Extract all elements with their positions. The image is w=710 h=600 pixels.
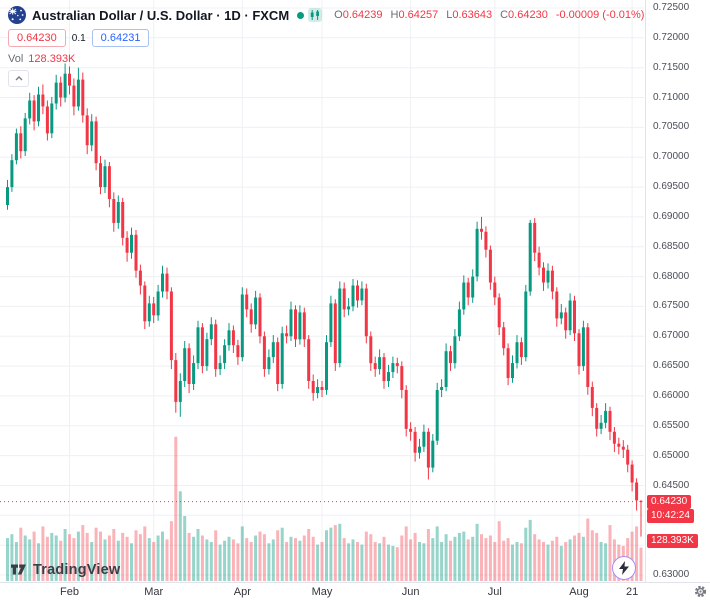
lightning-bolt-icon xyxy=(619,561,629,575)
symbol-legend: Australian Dollar / U.S. Dollar · 1D · F… xyxy=(8,6,644,24)
australia-flag-icon xyxy=(8,6,26,24)
price-axis[interactable]: 0.72500 0.72000 0.71500 0.71000 0.70500 0.700… xyxy=(646,0,710,582)
price-axis-label: 0.65500 xyxy=(653,419,690,431)
low-value: 0.63643 xyxy=(452,9,493,21)
price-axis-label: 0.67500 xyxy=(653,300,690,312)
volume-tag: 128.393K xyxy=(647,533,698,548)
price-axis-label: 0.70500 xyxy=(653,121,690,133)
time-axis-label: Aug xyxy=(569,586,589,598)
price-axis-label: 0.70000 xyxy=(653,151,690,163)
price-axis-label: 0.64500 xyxy=(653,479,690,491)
close-label: C xyxy=(500,9,509,21)
last-price-tag: 0.64230 xyxy=(647,494,692,509)
tradingview-mark-icon xyxy=(11,564,26,575)
axis-separator-horizontal xyxy=(0,582,710,583)
price-axis-label: 0.66000 xyxy=(653,389,690,401)
sell-bid-button[interactable]: 0.64230 xyxy=(8,29,66,47)
tradingview-logo-text: TradingView xyxy=(33,561,121,578)
volume-label: Vol xyxy=(8,53,24,65)
price-axis-label: 0.69000 xyxy=(653,210,690,222)
axis-separator-vertical xyxy=(645,0,646,583)
time-axis-label: Jun xyxy=(401,586,420,598)
legend-collapse-button[interactable] xyxy=(8,70,29,87)
open-label: O xyxy=(334,9,343,21)
low-label: L xyxy=(446,9,453,21)
price-axis-label: 0.71500 xyxy=(653,61,690,73)
time-axis-label: Jul xyxy=(487,586,502,598)
price-axis-label: 0.63000 xyxy=(653,569,690,580)
ohlc-readout: O0.64239 H0.64257 L0.63643 C0.64230 -0.0… xyxy=(334,9,644,21)
price-axis-label: 0.67000 xyxy=(653,330,690,342)
high-label: H xyxy=(390,9,399,21)
price-axis-label: 0.66500 xyxy=(653,360,690,372)
volume-value: 128.393K xyxy=(28,53,76,65)
price-axis-label: 0.72500 xyxy=(653,2,690,13)
price-axis-label: 0.68500 xyxy=(653,240,690,252)
time-axis[interactable]: Feb Mar Apr May Jun Jul Aug 21 xyxy=(0,583,645,600)
time-axis-label: Feb xyxy=(60,586,79,598)
bar-countdown-tag: 10:42:24 xyxy=(647,508,694,523)
lightning-button[interactable] xyxy=(612,556,636,580)
price-axis-label: 0.69500 xyxy=(653,181,690,193)
time-axis-label: Mar xyxy=(144,586,164,598)
time-axis-label: May xyxy=(311,586,333,598)
high-value: 0.64257 xyxy=(398,9,439,21)
buy-ask-button[interactable]: 0.64231 xyxy=(91,29,150,47)
tradingview-logo[interactable]: TradingView xyxy=(10,561,120,578)
chevron-up-icon xyxy=(15,76,22,81)
close-value: 0.64230 xyxy=(508,9,548,21)
spread-value: 0.1 xyxy=(71,32,86,44)
price-axis-label: 0.68000 xyxy=(653,270,690,282)
candles-style-icon[interactable] xyxy=(308,8,323,22)
price-axis-label: 0.72000 xyxy=(653,31,690,43)
volume-legend: Vol 128.393K xyxy=(8,53,75,65)
market-status-dot-icon xyxy=(297,11,305,19)
symbol-title[interactable]: Australian Dollar / U.S. Dollar · 1D · F… xyxy=(32,7,290,23)
time-axis-label: 21 xyxy=(625,586,639,598)
candlestick-chart[interactable] xyxy=(0,0,645,583)
time-axis-label: Apr xyxy=(233,586,251,598)
gear-icon xyxy=(694,585,707,598)
price-axis-label: 0.65000 xyxy=(653,449,690,461)
open-value: 0.64239 xyxy=(342,9,383,21)
price-axis-label: 0.71000 xyxy=(653,91,690,103)
settings-button[interactable] xyxy=(694,585,707,598)
bid-ask-widget: 0.64230 0.1 0.64231 xyxy=(8,29,150,47)
change-value: -0.00009 (-0.01%) xyxy=(555,9,645,21)
